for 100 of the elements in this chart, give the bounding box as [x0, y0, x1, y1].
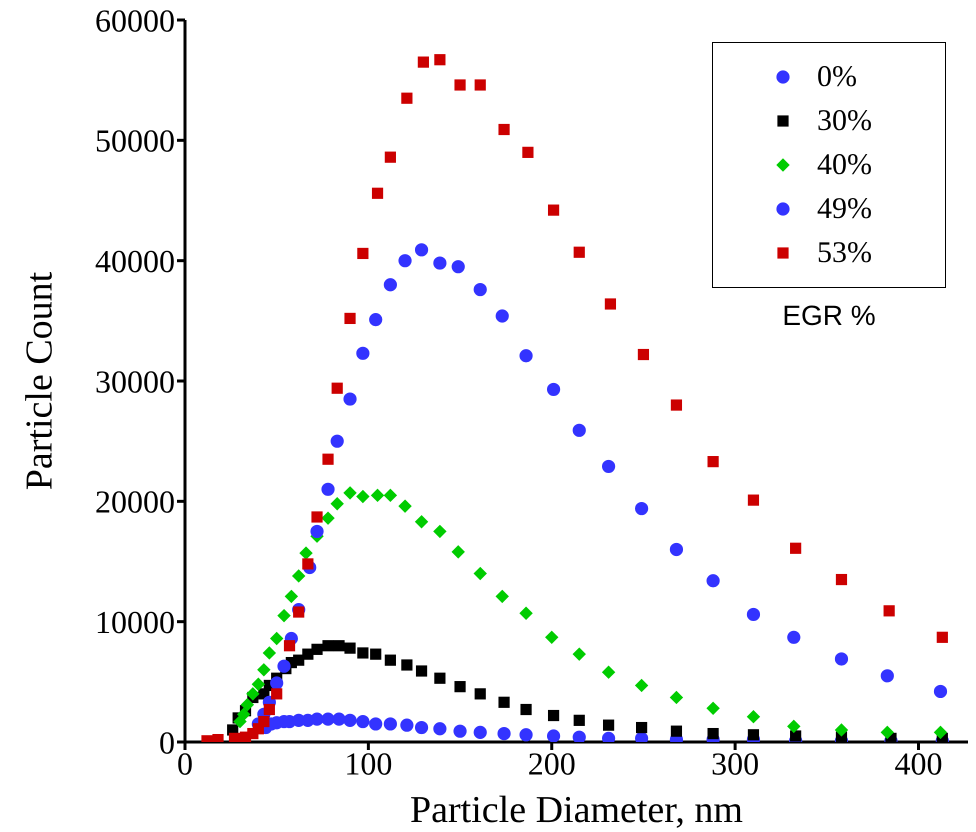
- point: [237, 708, 250, 721]
- point: [670, 542, 684, 556]
- point: [634, 502, 648, 516]
- point: [496, 309, 509, 323]
- point: [321, 482, 335, 496]
- point: [384, 488, 397, 502]
- point: [434, 672, 446, 684]
- y-tick-label: 60000: [95, 2, 175, 38]
- x-tick-label: 300: [711, 746, 760, 782]
- point: [330, 434, 344, 448]
- y-axis-title: Particle Count: [18, 271, 60, 490]
- point: [322, 454, 334, 465]
- point: [498, 696, 510, 708]
- y-tick-label: 50000: [95, 122, 175, 159]
- point: [884, 605, 895, 616]
- point: [356, 346, 370, 360]
- x-tick-label: 400: [894, 746, 942, 782]
- y-tick-label: 30000: [95, 363, 175, 400]
- point: [433, 722, 446, 736]
- point: [934, 684, 948, 698]
- point: [278, 609, 291, 622]
- point: [497, 726, 511, 740]
- point: [474, 567, 487, 580]
- point: [384, 278, 397, 292]
- point: [602, 666, 616, 679]
- point: [270, 676, 284, 690]
- point: [434, 54, 446, 66]
- point: [228, 732, 240, 742]
- point: [520, 704, 532, 716]
- point: [384, 152, 396, 163]
- point: [271, 688, 282, 700]
- point: [344, 486, 357, 500]
- point: [414, 720, 428, 734]
- point: [638, 348, 650, 360]
- point: [706, 574, 720, 588]
- legend-title: EGR %: [782, 300, 876, 332]
- point: [454, 681, 466, 692]
- y-tick-label: 20000: [95, 484, 175, 520]
- point: [474, 79, 486, 91]
- point: [284, 640, 296, 652]
- x-axis-title: Particle Diameter, nm: [410, 789, 743, 831]
- point: [474, 282, 487, 296]
- point: [546, 729, 560, 742]
- point: [246, 687, 260, 700]
- point: [416, 665, 428, 677]
- legend-label: 0%: [817, 60, 857, 94]
- point: [604, 298, 616, 310]
- point: [371, 488, 384, 502]
- point: [433, 256, 446, 270]
- point: [790, 542, 802, 554]
- point: [834, 723, 848, 736]
- point: [264, 704, 275, 716]
- point: [572, 648, 586, 661]
- point: [636, 722, 648, 734]
- point: [474, 726, 487, 739]
- point: [356, 490, 370, 504]
- point: [302, 558, 314, 570]
- point: [880, 669, 894, 682]
- point: [401, 92, 412, 104]
- point: [934, 726, 947, 739]
- point: [369, 717, 382, 731]
- point: [787, 630, 800, 644]
- point: [834, 652, 848, 666]
- point: [418, 56, 429, 68]
- point: [370, 648, 382, 660]
- point: [602, 460, 616, 474]
- x-tick-label: 200: [528, 746, 576, 782]
- point: [332, 382, 343, 394]
- point: [357, 647, 368, 659]
- point: [574, 714, 585, 726]
- point: [548, 204, 560, 216]
- point: [572, 730, 586, 742]
- point: [519, 349, 533, 362]
- point: [474, 688, 486, 700]
- point: [330, 497, 344, 510]
- point: [258, 716, 270, 728]
- point: [372, 188, 384, 199]
- point: [545, 630, 558, 644]
- point: [670, 726, 682, 737]
- point: [310, 712, 324, 726]
- point: [790, 730, 802, 742]
- point: [257, 663, 270, 676]
- point: [384, 654, 396, 666]
- point: [344, 312, 356, 324]
- point: [706, 702, 720, 715]
- point: [572, 424, 586, 437]
- point: [670, 399, 682, 411]
- point: [401, 659, 412, 671]
- point: [357, 248, 368, 260]
- point: [836, 574, 848, 586]
- point: [356, 714, 370, 728]
- point: [748, 729, 760, 740]
- point: [310, 524, 324, 538]
- point: [670, 690, 683, 704]
- legend-label: 40%: [817, 148, 872, 182]
- point: [311, 511, 323, 523]
- point: [384, 717, 397, 731]
- point: [452, 260, 465, 274]
- point: [746, 608, 760, 622]
- point: [369, 313, 382, 326]
